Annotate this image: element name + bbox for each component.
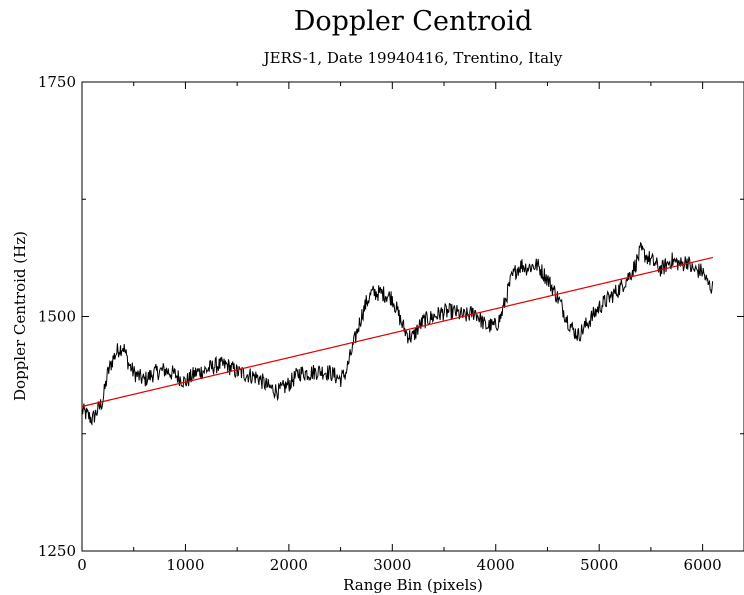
plot-frame <box>81 81 744 552</box>
x-tick-label: 0 <box>77 556 87 574</box>
x-tick-label: 6000 <box>684 556 722 574</box>
y-tick-label: 1750 <box>38 73 76 91</box>
y-tick-label: 1500 <box>38 308 76 326</box>
doppler-centroid-line <box>81 241 714 426</box>
y-tick-label: 1250 <box>38 542 76 560</box>
x-tick-label: 1000 <box>166 556 204 574</box>
series-group <box>81 241 714 426</box>
x-tick-label: 4000 <box>477 556 515 574</box>
x-tick-label: 2000 <box>270 556 308 574</box>
x-axis-label: Range Bin (pixels) <box>343 576 483 594</box>
chart-subtitle: JERS-1, Date 19940416, Trentino, Italy <box>263 49 563 67</box>
y-axis-label: Doppler Centroid (Hz) <box>11 231 29 401</box>
linear-fit-line <box>81 256 714 408</box>
x-tick-label: 3000 <box>373 556 411 574</box>
x-tick-label: 5000 <box>580 556 618 574</box>
axis-ticks: 0 1000 2000 3000 4000 5000 6000 1250 1500 1750 <box>38 73 744 574</box>
chart-title: Doppler Centroid <box>293 6 533 37</box>
